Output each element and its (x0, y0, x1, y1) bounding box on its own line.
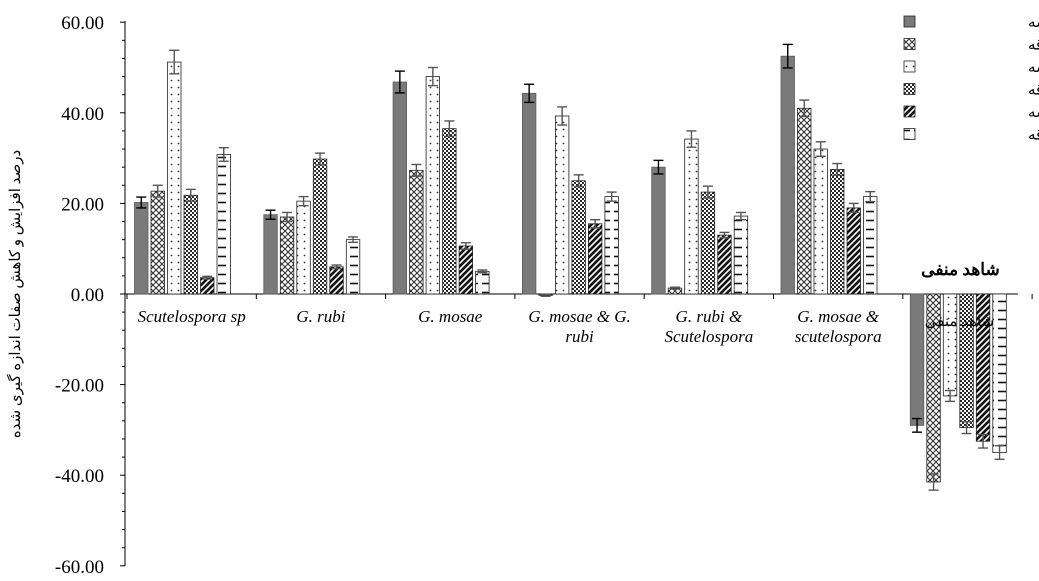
category-label: rubi (565, 327, 594, 346)
y-tick-label: 0.00 (71, 285, 104, 306)
bar (909, 293, 925, 426)
legend-label: طول ساقه (1028, 128, 1039, 144)
bar (167, 61, 182, 295)
y-tick-label: 60.00 (61, 13, 104, 34)
y-tick-label: 20.00 (61, 194, 104, 215)
bar (263, 214, 278, 295)
bar (216, 154, 231, 295)
legend-swatch (903, 83, 916, 95)
bar (942, 293, 958, 397)
legend-swatch (903, 60, 916, 73)
bar (475, 270, 490, 295)
legend-label: وزن تر ساقه (1028, 83, 1039, 99)
legend-label: طول ریشه (1028, 105, 1039, 121)
bar (571, 180, 586, 295)
bar (797, 107, 812, 295)
category-label: شاهد منفی (921, 260, 1000, 279)
bar (733, 215, 749, 295)
y-tick-label: -40.00 (55, 466, 104, 487)
bar (992, 293, 1007, 453)
category-label: G. rubi & (676, 307, 743, 326)
y-axis-label: درصد افزایش و کاهش صفات اندازه گیری شده (6, 150, 24, 438)
legend-label: وزن خشک ریشه (1028, 15, 1039, 31)
bar (700, 191, 716, 295)
legend-swatch (903, 15, 916, 28)
bar (604, 196, 619, 295)
bar (425, 76, 441, 295)
bar (345, 239, 361, 295)
category-label: Scutelospora (664, 327, 753, 346)
bar (296, 200, 311, 295)
category-label: G. mosae & G. (528, 307, 630, 326)
category-label: G. rubi (296, 307, 345, 326)
y-tick-label: -60.00 (55, 557, 104, 576)
bar (780, 55, 795, 295)
bar (846, 207, 861, 295)
bar (813, 148, 828, 295)
bar (830, 169, 845, 295)
bar (134, 202, 149, 295)
legend-label: وزن خشک ساقه (1028, 38, 1039, 54)
category-label: G. mosae (418, 307, 483, 326)
y-tick-label: 40.00 (61, 104, 104, 125)
bar (150, 190, 165, 295)
bar (684, 138, 699, 295)
bar (555, 115, 570, 295)
bar (458, 245, 474, 295)
bar (717, 234, 732, 295)
bar (442, 128, 457, 295)
overlapped-category-label: شاهد منفی (925, 314, 994, 330)
legend-swatch (903, 105, 916, 118)
category-label: Scutelospora sp (138, 307, 246, 326)
bar (409, 169, 424, 295)
legend-swatch (903, 38, 916, 50)
bar (312, 158, 328, 295)
bar (392, 81, 408, 295)
bar (863, 196, 878, 295)
bar (200, 277, 215, 295)
legend-label: وزن تر ریشه (1028, 60, 1039, 76)
bar (522, 92, 537, 295)
bar (183, 194, 198, 295)
y-tick-label: -20.00 (55, 376, 104, 397)
bar (651, 166, 666, 295)
category-label: G. mosae & (797, 307, 879, 326)
category-label: scutelospora (795, 327, 882, 346)
legend-swatch (903, 128, 916, 140)
bar (588, 223, 603, 295)
bar (329, 266, 344, 295)
bar (279, 216, 295, 295)
